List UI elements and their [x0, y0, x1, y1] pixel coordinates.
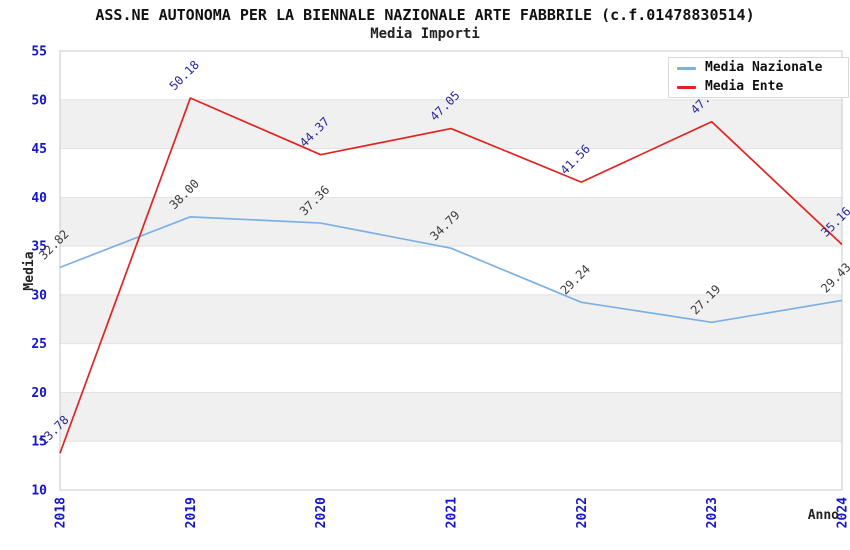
x-tick-label: 2020	[314, 497, 329, 528]
chart-legend: Media Nazionale Media Ente	[668, 57, 849, 98]
series-line-media-nazionale	[59, 215, 843, 324]
y-tick-label: 45	[31, 142, 47, 157]
point-label: 50.18	[167, 58, 202, 93]
y-axis-title: Media	[22, 251, 37, 290]
series-line-media-ente	[59, 97, 843, 454]
y-tick-label: 40	[31, 191, 47, 206]
y-tick-label: 25	[31, 337, 47, 352]
plot-band	[60, 392, 842, 442]
media-nazionale-line-swatch-icon	[677, 66, 696, 70]
media-ente-line-swatch-icon	[677, 85, 696, 89]
x-tick-label: 2023	[705, 497, 720, 528]
legend-label-media-nazionale: Media Nazionale	[705, 60, 823, 75]
x-axis-title: Anno	[808, 508, 839, 523]
legend-item-media-ente: Media Ente	[677, 79, 840, 95]
y-tick-label: 10	[31, 484, 47, 499]
plot-band	[60, 294, 842, 344]
y-tick-label: 20	[31, 386, 47, 401]
y-tick-label: 15	[31, 435, 47, 450]
y-tick-label: 55	[31, 45, 47, 60]
plot-border	[59, 50, 843, 491]
legend-label-media-ente: Media Ente	[705, 79, 784, 94]
y-tick-label: 30	[31, 288, 47, 303]
legend-item-media-nazionale: Media Nazionale	[677, 60, 840, 76]
x-tick-label: 2022	[575, 497, 590, 528]
x-tick-label: 2019	[184, 497, 199, 528]
chart-title: ASS.NE AUTONOMA PER LA BIENNALE NAZIONAL…	[95, 6, 755, 24]
plot-band	[60, 197, 842, 247]
plot-band	[60, 99, 842, 149]
x-tick-label: 2021	[445, 497, 460, 528]
point-label: 29.24	[558, 262, 593, 297]
point-label: 29.43	[818, 260, 850, 295]
x-tick-label: 2018	[54, 497, 69, 528]
y-tick-label: 35	[31, 240, 47, 255]
chart-subtitle: Media Importi	[370, 26, 480, 42]
y-tick-label: 50	[31, 93, 47, 108]
x-tick-label: 2024	[836, 497, 850, 528]
